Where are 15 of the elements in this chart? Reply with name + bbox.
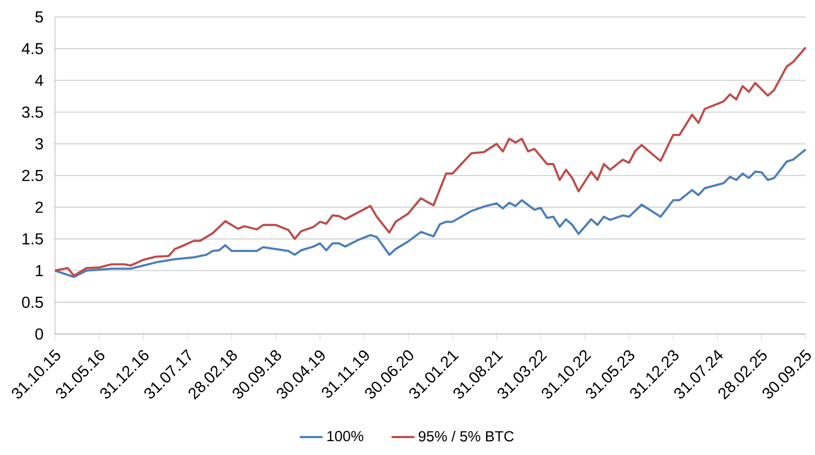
legend-label: 95% / 5% BTC — [418, 430, 514, 442]
line-series — [54, 148, 807, 278]
y-tick-label: 3.5 — [22, 106, 43, 118]
y-tick-label: 4 — [35, 74, 44, 86]
y-tick-label: 1.5 — [22, 233, 43, 244]
y-tick-label: 3 — [35, 138, 43, 150]
y-tick-label: 2 — [36, 202, 43, 213]
y-tick-label: 0.5 — [22, 296, 43, 308]
y-tick-label: 4.5 — [22, 43, 43, 54]
y-tick-label: 2.5 — [22, 170, 43, 182]
legend-label: 100% — [327, 430, 364, 442]
y-tick-label: 5 — [35, 11, 43, 23]
line-series — [54, 46, 807, 277]
y-tick-label: 0 — [35, 328, 44, 340]
y-tick-label: 1 — [36, 265, 43, 276]
